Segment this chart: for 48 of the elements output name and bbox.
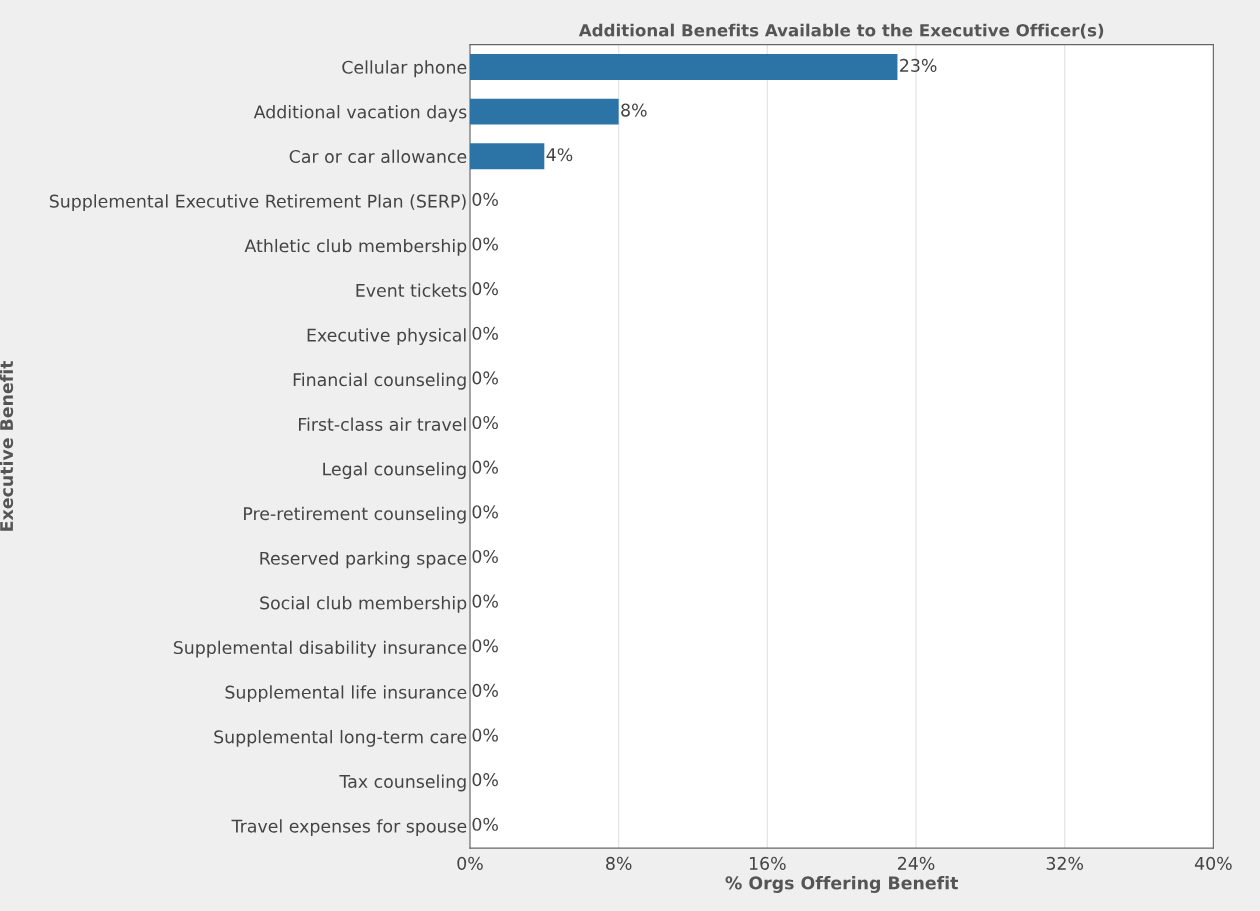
y-tick-label: Supplemental long-term care xyxy=(214,729,467,747)
x-tick-label: 40% xyxy=(1194,856,1232,870)
data-label: 0% xyxy=(472,505,498,519)
y-tick-label: Supplemental disability insurance xyxy=(173,640,467,658)
bar xyxy=(469,54,898,80)
data-label: 0% xyxy=(472,549,498,564)
x-tick-label: 8% xyxy=(606,856,632,870)
y-tick-label: Financial counseling xyxy=(293,372,466,390)
data-label: 0% xyxy=(472,192,498,206)
data-label: 0% xyxy=(472,371,498,385)
data-label: 0% xyxy=(472,237,498,251)
data-label: 0% xyxy=(472,639,498,653)
y-tick-label: Executive physical xyxy=(307,328,466,345)
data-label: 0% xyxy=(472,817,498,831)
x-tick-label: 16% xyxy=(749,856,786,870)
y-axis-title: Executive Benefit xyxy=(0,360,14,531)
y-tick-label: Athletic club membership xyxy=(244,238,467,256)
data-label: 0% xyxy=(472,326,498,340)
x-tick-label: 24% xyxy=(898,856,935,870)
data-label: 0% xyxy=(472,728,498,742)
y-tick-label: Car or car allowance xyxy=(289,149,467,164)
y-tick-label: Tax counseling xyxy=(339,774,466,792)
bar xyxy=(469,143,545,170)
y-tick-label: Event tickets xyxy=(356,283,467,297)
x-tick-label: 0% xyxy=(457,856,483,870)
data-label: 0% xyxy=(472,282,498,296)
data-label: 0% xyxy=(472,773,498,787)
data-label: 8% xyxy=(621,103,647,117)
y-tick-label: Travel expenses for spouse xyxy=(231,819,467,837)
data-label: 23% xyxy=(900,58,937,72)
chart-title: Additional Benefits Available to the Executive Officer(s) xyxy=(578,23,1104,39)
y-tick-label: First-class air travel xyxy=(299,417,466,431)
data-label: 0% xyxy=(472,460,498,474)
y-tick-label: Social club membership xyxy=(260,596,467,613)
y-tick-label: Supplemental Executive Retirement Plan (SERP) xyxy=(49,194,466,212)
y-tick-label: Cellular phone xyxy=(342,60,467,78)
data-label: 4% xyxy=(546,148,573,162)
bar xyxy=(469,98,619,125)
y-tick-label: Pre-retirement counseling xyxy=(244,506,466,524)
y-tick-label: Supplemental life insurance xyxy=(225,685,467,703)
x-axis-title: % Orgs Offering Benefit xyxy=(725,876,959,893)
y-tick-label: Additional vacation days xyxy=(253,105,467,122)
x-tick-label: 32% xyxy=(1046,856,1084,870)
y-tick-label: Reserved parking space xyxy=(260,551,467,569)
data-label: 0% xyxy=(472,594,498,608)
data-label: 0% xyxy=(472,415,498,430)
data-label: 0% xyxy=(472,683,498,697)
y-tick-label: Legal counseling xyxy=(323,462,466,479)
